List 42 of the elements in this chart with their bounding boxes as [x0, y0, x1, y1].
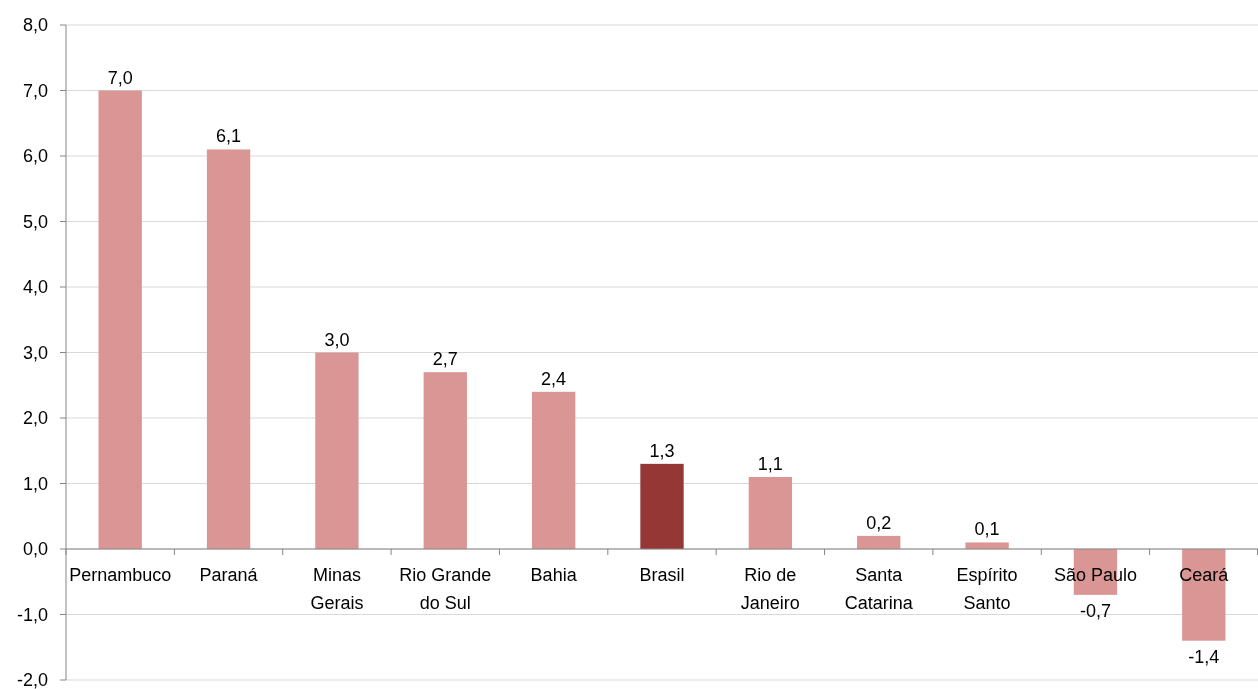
x-tick-label: Espírito Santo [956, 565, 1018, 613]
bar [531, 391, 576, 549]
data-label: 7,0 [107, 67, 133, 88]
data-label: 2,7 [432, 349, 458, 370]
x-tick-label: São Paulo [1053, 565, 1137, 585]
y-tick-label: 1,0 [22, 473, 48, 494]
data-label: 6,1 [216, 126, 242, 147]
y-tick-label: 6,0 [22, 146, 48, 167]
y-tick-label: -1,0 [16, 604, 48, 625]
x-tick-label: Paraná [199, 565, 259, 585]
data-label: -1,4 [1188, 646, 1220, 667]
y-tick-label: 0,0 [22, 539, 48, 560]
x-tick-label: Rio Grande do Sul [399, 565, 492, 613]
data-label: 1,3 [649, 440, 675, 461]
x-tick-label: Brasil [639, 565, 685, 585]
x-tick-label: Pernambuco [69, 565, 172, 585]
x-tick-label: Ceará [1179, 565, 1230, 585]
y-tick-label: -2,0 [16, 670, 48, 689]
y-tick-label: 5,0 [22, 211, 48, 232]
y-tick-label: 7,0 [22, 80, 48, 101]
bar [640, 463, 684, 549]
data-label: 1,1 [757, 453, 783, 474]
data-label: -0,7 [1079, 600, 1111, 621]
bar [315, 352, 359, 549]
data-label: 3,0 [324, 329, 350, 350]
x-tick-label: Rio de Janeiro [740, 565, 800, 613]
data-label: 0,2 [866, 512, 892, 533]
data-label: 2,4 [541, 368, 567, 389]
x-tick-label: Santa Catarina [844, 565, 914, 613]
y-tick-label: 4,0 [22, 277, 48, 298]
bar [206, 149, 251, 549]
y-tick-label: 3,0 [22, 342, 48, 363]
bar [748, 476, 793, 549]
x-tick-label: Minas Gerais [310, 565, 364, 613]
y-tick-label: 8,0 [22, 15, 48, 36]
bar [423, 372, 467, 549]
x-tick-label: Bahia [530, 565, 578, 585]
y-tick-label: 2,0 [22, 408, 48, 429]
bar [857, 535, 901, 549]
data-label: 0,1 [974, 519, 1000, 540]
bar [965, 542, 1009, 549]
bar [98, 90, 142, 549]
